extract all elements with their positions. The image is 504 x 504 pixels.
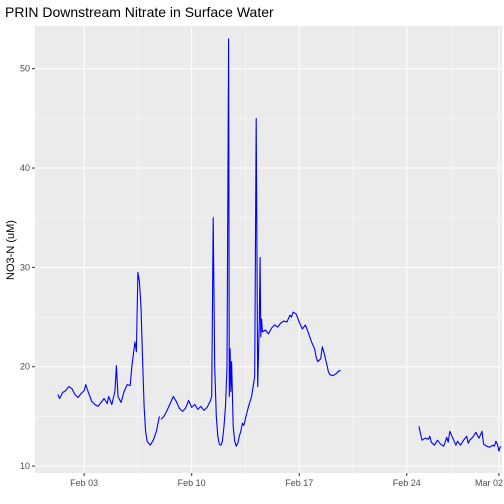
y-tick-label: 30 [20, 262, 30, 272]
x-tick-label: Feb 10 [178, 478, 206, 488]
y-tick-label: 20 [20, 362, 30, 372]
y-axis-title: NO3-N (uM) [5, 220, 17, 280]
y-tick-label: 40 [20, 163, 30, 173]
grid-minor [35, 26, 502, 473]
nitrate-series-line [57, 271, 160, 446]
x-tick-label: Mar 02 [475, 478, 503, 488]
series-layer [57, 38, 502, 452]
x-axis: Feb 03 Feb 10 Feb 17 Feb 24 Mar 02 [70, 473, 503, 488]
x-tick-label: Feb 17 [285, 478, 313, 488]
plot-panel [35, 26, 502, 473]
y-axis: 10 20 30 40 50 [20, 64, 35, 471]
grid-major [35, 26, 502, 473]
x-tick-label: Feb 03 [70, 478, 98, 488]
nitrate-series-line [160, 38, 341, 447]
y-tick-label: 10 [20, 461, 30, 471]
nitrate-series-line [418, 426, 502, 452]
chart-title: PRIN Downstream Nitrate in Surface Water [5, 4, 274, 20]
x-tick-label: Feb 24 [393, 478, 421, 488]
y-tick-label: 50 [20, 64, 30, 74]
